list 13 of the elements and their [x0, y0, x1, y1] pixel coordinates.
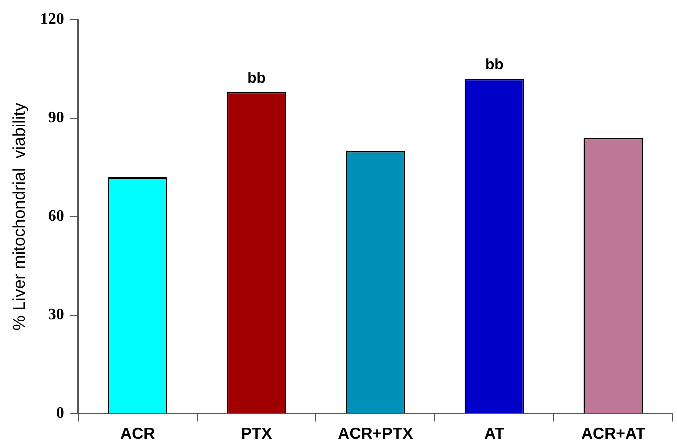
y-tick-label: 30: [48, 306, 64, 324]
y-tick-label: 0: [56, 404, 64, 422]
x-tick-label: ACR: [120, 426, 156, 443]
y-tick-label: 60: [48, 208, 64, 226]
x-tick-label: ACR+AT: [581, 426, 646, 443]
x-tick-label: ACR+PTX: [338, 426, 414, 443]
x-tick-label: PTX: [241, 426, 273, 443]
y-tick-label: 90: [48, 110, 64, 127]
annotation: bb: [248, 70, 266, 87]
x-tick-label: AT: [484, 426, 505, 443]
y-axis-title: % Liver mitochondrial viability: [10, 102, 29, 331]
annotation: bb: [485, 56, 504, 74]
y-tick-label: 120: [40, 11, 64, 28]
